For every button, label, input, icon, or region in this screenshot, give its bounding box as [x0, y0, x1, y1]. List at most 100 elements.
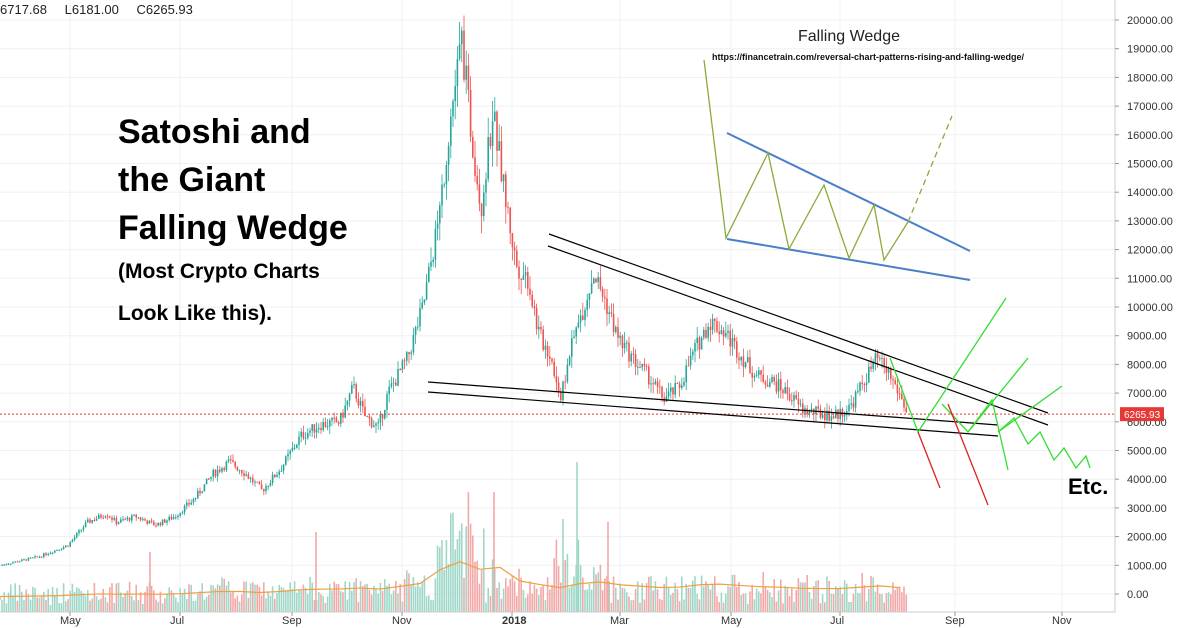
- candle-body: [733, 338, 736, 342]
- candle-body: [320, 428, 322, 431]
- volume-bar: [36, 597, 38, 612]
- candle-body: [287, 453, 289, 457]
- candle-body: [47, 554, 49, 556]
- volume-bar: [837, 588, 839, 612]
- volume-bar: [34, 587, 36, 612]
- candle-body: [3, 564, 5, 566]
- candle-body: [357, 398, 360, 406]
- volume-bar: [788, 595, 791, 612]
- candle-body: [659, 386, 661, 388]
- volume-bar: [582, 577, 584, 612]
- volume-bar: [815, 580, 817, 612]
- candle-body: [469, 89, 472, 137]
- title-line-2: the Giant: [118, 161, 266, 199]
- volume-bar: [810, 598, 813, 612]
- volume-bar: [505, 578, 507, 612]
- candle-body: [826, 410, 828, 421]
- candle-body: [575, 327, 577, 337]
- volume-bar: [340, 591, 342, 612]
- volume-bar: [738, 581, 740, 612]
- volume-bar: [720, 592, 723, 612]
- candle-body: [51, 552, 54, 554]
- volume-bar: [593, 567, 595, 612]
- candle-body: [709, 326, 712, 330]
- volume-bar: [450, 513, 452, 612]
- candle-body: [854, 391, 857, 408]
- candle-body: [245, 474, 247, 476]
- volume-bar: [153, 590, 155, 612]
- candle-body: [364, 406, 366, 417]
- volume-bars: [0, 462, 907, 612]
- candle-body: [848, 404, 850, 412]
- candle-body: [727, 330, 729, 334]
- candle-body: [14, 561, 16, 563]
- candle-body: [381, 414, 384, 419]
- candle-body: [309, 430, 311, 433]
- volume-bar: [370, 594, 373, 612]
- volume-bar: [493, 492, 495, 612]
- candle-body: [289, 450, 291, 454]
- volume-bar: [607, 522, 609, 612]
- volume-bar: [775, 601, 778, 612]
- projection-down-2: [947, 403, 989, 506]
- current-price-badge: [1120, 407, 1164, 422]
- candle-body: [80, 529, 82, 531]
- candle-body: [126, 517, 129, 520]
- volume-bar: [384, 579, 386, 612]
- volume-bar: [703, 586, 705, 612]
- volume-bar: [863, 585, 866, 612]
- candle-body: [23, 559, 25, 561]
- candle-body: [828, 410, 830, 421]
- volume-bar: [841, 594, 844, 612]
- volume-bar: [395, 581, 397, 612]
- candle-body: [681, 385, 683, 388]
- candle-body: [16, 561, 19, 563]
- candle-body: [863, 384, 866, 386]
- volume-bar: [487, 587, 489, 612]
- volume-bar: [260, 595, 263, 612]
- candle-body: [95, 518, 98, 521]
- candle-body: [161, 519, 164, 526]
- candle-body: [593, 278, 595, 284]
- candle-body: [852, 403, 855, 408]
- volume-bar: [43, 591, 45, 612]
- candle-body: [720, 330, 723, 335]
- volume-bar: [828, 581, 830, 612]
- candle-body: [795, 395, 797, 399]
- candle-body: [806, 408, 808, 415]
- candle-body: [282, 464, 285, 471]
- volume-bar: [773, 579, 775, 612]
- volume-bar: [846, 583, 848, 612]
- volume-bar: [542, 585, 544, 612]
- candle-body: [102, 517, 104, 519]
- x-tick-label: Jul: [170, 615, 184, 627]
- volume-bar: [164, 598, 166, 612]
- volume-bar: [285, 590, 287, 612]
- candle-body: [773, 377, 775, 382]
- volume-bar: [507, 586, 509, 612]
- volume-bar: [436, 545, 439, 612]
- candle-body: [315, 429, 318, 433]
- candle-body: [434, 228, 437, 260]
- volume-bar: [736, 587, 738, 612]
- volume-bar: [280, 587, 283, 612]
- candle-body: [298, 436, 300, 445]
- candle-body: [348, 393, 351, 401]
- volume-bar: [674, 582, 676, 612]
- volume-bar: [868, 588, 870, 612]
- volume-bar: [535, 588, 538, 612]
- y-tick-label: 0.00: [1127, 589, 1148, 601]
- volume-bar: [346, 599, 349, 612]
- volume-bar: [850, 602, 852, 612]
- volume-bar: [137, 599, 140, 612]
- candle-body: [744, 362, 747, 368]
- y-tick-label: 15000.00: [1127, 159, 1173, 171]
- volume-bar: [390, 594, 393, 612]
- candle-body: [667, 391, 670, 397]
- candle-body: [685, 365, 687, 382]
- candle-body: [414, 327, 417, 335]
- volume-bar: [659, 598, 661, 612]
- volume-bar: [318, 591, 320, 612]
- volume-bar: [617, 599, 619, 612]
- volume-bar: [513, 581, 516, 612]
